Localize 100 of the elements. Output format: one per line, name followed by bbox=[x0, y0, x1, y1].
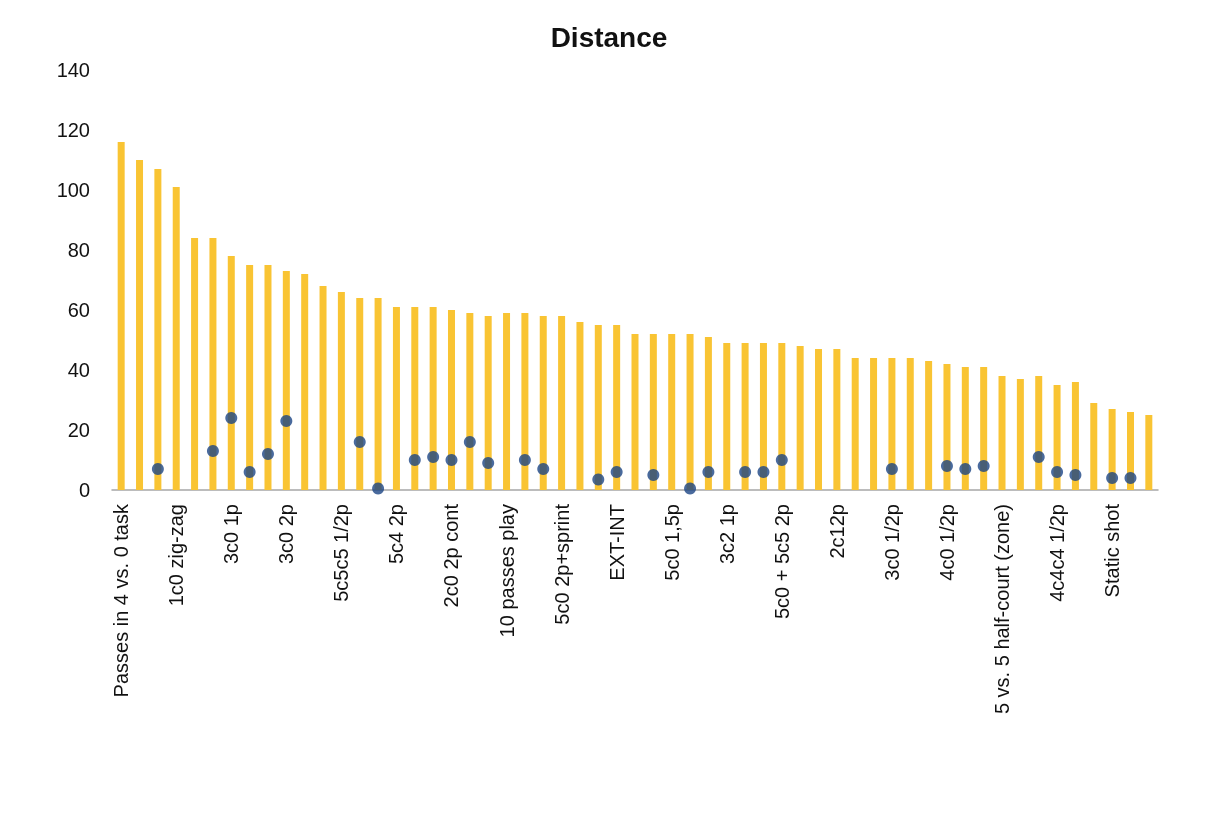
bar bbox=[227, 256, 235, 490]
bar bbox=[961, 367, 969, 490]
bar bbox=[392, 307, 400, 490]
point bbox=[445, 454, 458, 466]
x-tick-label: 4c0 1/2p bbox=[935, 504, 958, 581]
bar bbox=[649, 334, 657, 490]
bar bbox=[154, 169, 162, 490]
bar bbox=[870, 358, 878, 490]
point bbox=[959, 463, 972, 475]
x-tick-label: Static shot bbox=[1101, 503, 1124, 598]
x-tick-label: 5c0 + 5c5 2p bbox=[770, 504, 793, 620]
bar bbox=[429, 307, 437, 490]
bar bbox=[466, 313, 474, 490]
point bbox=[427, 451, 440, 463]
point bbox=[775, 454, 788, 466]
y-tick-label: 60 bbox=[67, 299, 90, 321]
bar bbox=[815, 349, 823, 490]
bar bbox=[980, 367, 988, 490]
chart-title: Distance bbox=[550, 21, 668, 53]
x-tick-label: 3c0 2p bbox=[275, 504, 298, 565]
x-tick-label: 3c2 1p bbox=[715, 504, 738, 565]
bar bbox=[136, 160, 144, 490]
bar bbox=[246, 265, 254, 490]
point bbox=[353, 436, 366, 448]
bar bbox=[576, 322, 584, 490]
bar bbox=[117, 142, 125, 490]
point bbox=[647, 469, 660, 481]
bar bbox=[319, 286, 327, 490]
point bbox=[463, 436, 476, 448]
point bbox=[1106, 472, 1119, 484]
x-tick-label: 4c4c4 1/2p bbox=[1046, 504, 1069, 602]
x-tick-label: 5 vs. 5 half-court (zone) bbox=[991, 504, 1014, 715]
bar bbox=[594, 325, 602, 490]
y-tick-label: 140 bbox=[56, 59, 90, 81]
point bbox=[482, 457, 495, 469]
point bbox=[1032, 451, 1045, 463]
point bbox=[280, 415, 293, 427]
x-tick-label: 5c0 1,5p bbox=[660, 504, 683, 581]
bar bbox=[778, 343, 786, 490]
bar bbox=[723, 343, 731, 490]
x-tick-label: 3c0 1/2p bbox=[880, 504, 903, 581]
point bbox=[885, 463, 898, 475]
point bbox=[684, 482, 697, 495]
x-tick-label: 1c0 zig-zag bbox=[165, 504, 188, 607]
bar bbox=[301, 274, 309, 490]
point bbox=[1124, 472, 1137, 484]
x-tick-label: 10 passes play bbox=[495, 504, 518, 638]
bar bbox=[503, 313, 511, 490]
point bbox=[940, 460, 953, 472]
x-tick-label: EXT-INT bbox=[605, 504, 628, 581]
point bbox=[977, 460, 990, 472]
bar bbox=[888, 358, 896, 490]
y-tick-label: 100 bbox=[56, 179, 90, 201]
x-tick-label: 5c0 2p+sprint bbox=[550, 503, 573, 625]
x-tick-label: 5c5c5 1/2p bbox=[330, 504, 353, 602]
bar bbox=[759, 343, 767, 490]
bar bbox=[943, 364, 951, 490]
point bbox=[610, 466, 623, 478]
point bbox=[702, 466, 715, 478]
point bbox=[151, 463, 164, 475]
x-tick-label: 2c0 2p cont bbox=[440, 503, 463, 608]
point bbox=[225, 412, 238, 424]
bar bbox=[209, 238, 217, 490]
bar bbox=[613, 325, 621, 490]
point bbox=[372, 482, 385, 495]
point bbox=[757, 466, 770, 478]
point bbox=[592, 473, 605, 486]
bar bbox=[282, 271, 290, 490]
bar bbox=[998, 376, 1006, 490]
y-tick-label: 40 bbox=[67, 359, 90, 381]
y-tick-label: 80 bbox=[67, 239, 90, 261]
bar bbox=[925, 361, 933, 490]
bar bbox=[906, 358, 914, 490]
point bbox=[1069, 469, 1082, 481]
bar bbox=[833, 349, 841, 490]
bar bbox=[668, 334, 676, 490]
bar bbox=[1145, 415, 1153, 490]
y-tick-label: 20 bbox=[67, 419, 90, 441]
bar bbox=[411, 307, 419, 490]
point bbox=[739, 466, 752, 478]
bar bbox=[356, 298, 364, 490]
point bbox=[243, 466, 256, 478]
bar bbox=[631, 334, 639, 490]
x-tick-label: 5c4 2p bbox=[385, 504, 408, 565]
bar bbox=[558, 316, 566, 490]
y-tick-label: 0 bbox=[78, 479, 90, 501]
bar bbox=[264, 265, 272, 490]
bar bbox=[337, 292, 345, 490]
bar bbox=[1016, 379, 1024, 490]
x-tick-label: 3c0 1p bbox=[220, 504, 243, 565]
bar bbox=[191, 238, 199, 490]
bar bbox=[796, 346, 804, 490]
point bbox=[518, 454, 531, 466]
point bbox=[408, 454, 421, 466]
bar bbox=[741, 343, 749, 490]
point bbox=[206, 445, 219, 457]
bar bbox=[521, 313, 529, 490]
point bbox=[537, 463, 550, 475]
x-tick-label: 2c12p bbox=[825, 504, 848, 559]
point bbox=[1051, 466, 1064, 478]
